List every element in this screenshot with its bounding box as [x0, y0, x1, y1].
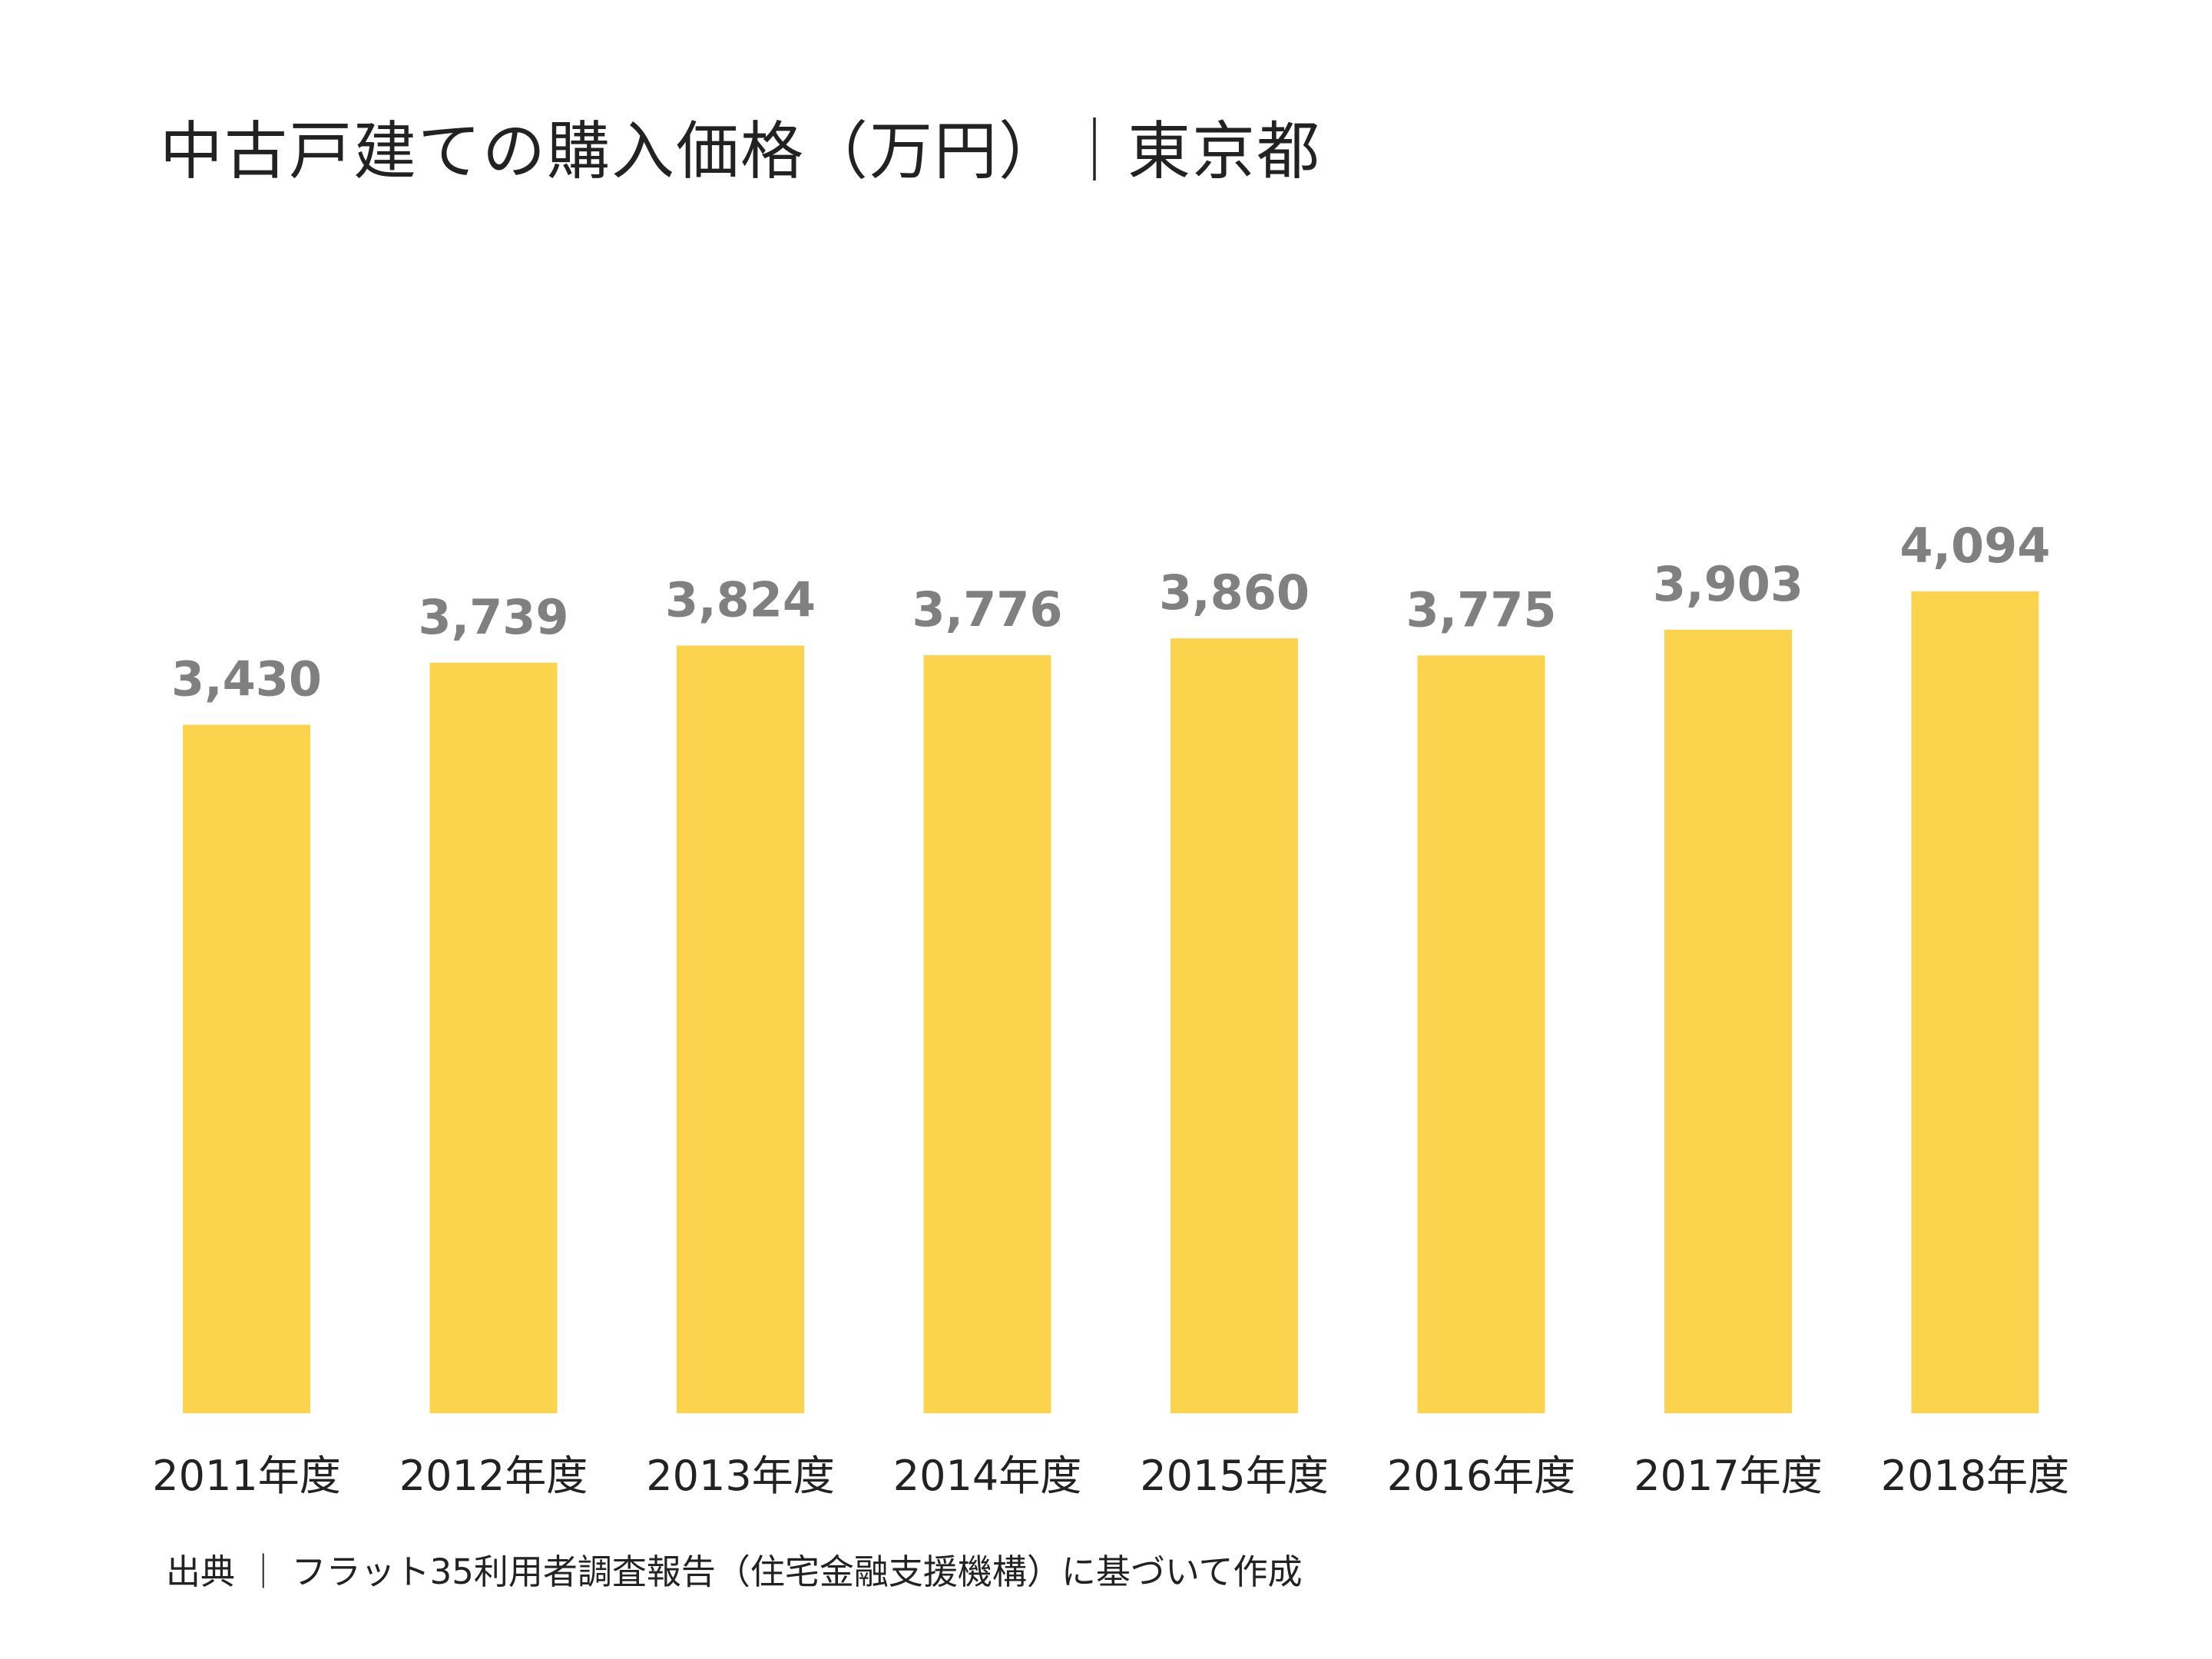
value-label: 4,094 [1899, 518, 2050, 574]
bars-group [183, 591, 2039, 1413]
category-label: 2013年度 [646, 1452, 834, 1500]
value-label: 3,775 [1406, 581, 1556, 637]
category-label: 2015年度 [1140, 1452, 1328, 1500]
bar-2017年度 [1664, 629, 1792, 1413]
value-labels-group: 3,430 3,739 3,824 3,776 3,860 3,775 3,903 4,094 [171, 518, 2051, 707]
category-label: 2016年度 [1387, 1452, 1575, 1500]
category-label: 2012年度 [399, 1452, 588, 1500]
bar-2012年度 [429, 662, 558, 1413]
value-label: 3,824 [665, 572, 816, 628]
category-labels-group: 2011年度 2012年度 2013年度 2014年度 2015年度 2016年度 2017… [152, 1452, 2069, 1500]
value-label: 3,903 [1653, 556, 1803, 612]
chart-title: 中古戸建ての購入価格（万円）｜東京都 [160, 115, 1322, 188]
category-label: 2011年度 [152, 1452, 340, 1500]
category-label: 2017年度 [1634, 1452, 1822, 1500]
category-label: 2014年度 [893, 1452, 1081, 1500]
source-note: 出典 ｜ フラット35利用者調査報告（住宅金融支援機構）に基づいて作成 [166, 1551, 1303, 1592]
bar-2015年度 [1171, 638, 1298, 1413]
value-label: 3,776 [912, 581, 1062, 637]
category-label: 2018年度 [1881, 1452, 2069, 1500]
value-label: 3,860 [1159, 565, 1310, 621]
bar-2011年度 [183, 724, 310, 1413]
value-label: 3,739 [418, 589, 568, 645]
bar-2016年度 [1417, 655, 1545, 1413]
bar-2018年度 [1911, 591, 2039, 1413]
value-label: 3,430 [171, 651, 322, 707]
bar-2014年度 [923, 655, 1051, 1413]
bar-2013年度 [677, 645, 804, 1413]
